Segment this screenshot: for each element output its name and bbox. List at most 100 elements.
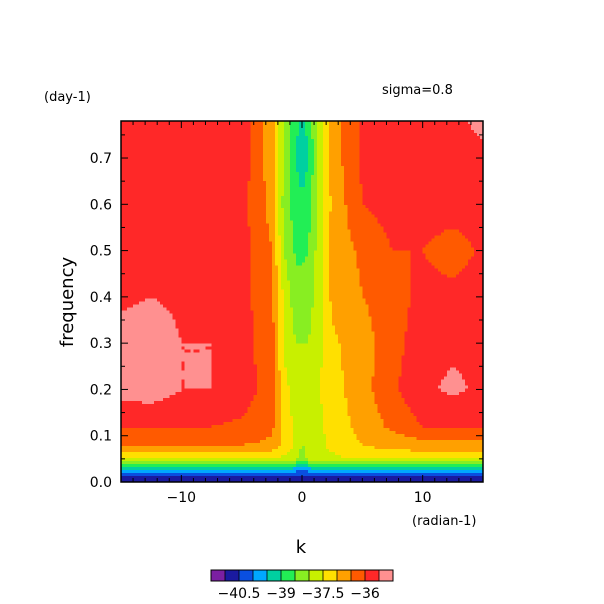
contour-cell (365, 208, 369, 212)
contour-cell (190, 169, 194, 173)
contour-cell (377, 136, 382, 140)
contour-cell (223, 211, 228, 215)
contour-cell (473, 199, 478, 203)
contour-cell (398, 151, 403, 155)
contour-cell (262, 169, 267, 173)
contour-cell (383, 202, 388, 206)
contour-cell (127, 199, 131, 203)
contour-cell (335, 175, 339, 179)
contour-cell (277, 157, 282, 161)
contour-cell (311, 184, 315, 188)
contour-cell (295, 217, 300, 221)
contour-cell (464, 163, 469, 167)
contour-cell (226, 136, 231, 140)
contour-cell (157, 196, 161, 200)
contour-cell (241, 184, 246, 188)
contour-cell (419, 208, 424, 212)
contour-cell (329, 130, 333, 134)
contour-cell (202, 148, 207, 152)
contour-cell (151, 157, 155, 161)
contour-cell (184, 154, 188, 158)
contour-cell (166, 214, 170, 218)
contour-cell (217, 208, 222, 212)
contour-cell (208, 136, 213, 140)
contour-cell (268, 178, 273, 182)
contour-cell (473, 157, 478, 161)
contour-cell (326, 142, 330, 146)
contour-cell (169, 202, 173, 206)
contour-cell (347, 184, 351, 188)
contour-cell (386, 133, 391, 137)
contour-cell (371, 121, 375, 125)
contour-cell (356, 172, 360, 176)
contour-cell (320, 163, 324, 167)
contour-cell (353, 130, 357, 134)
contour-cell (169, 220, 173, 224)
contour-cell (326, 193, 330, 197)
contour-cell (359, 199, 363, 203)
contour-cell (256, 148, 261, 152)
contour-cell (184, 136, 188, 140)
contour-cell (416, 139, 421, 143)
contour-cell (467, 139, 472, 143)
contour-cell (449, 205, 454, 209)
contour-cell (356, 157, 360, 161)
contour-cell (446, 214, 451, 218)
contour-cell (371, 151, 375, 155)
contour-cell (443, 148, 448, 152)
contour-cell (157, 124, 161, 128)
contour-cell (229, 130, 234, 134)
contour-cell (434, 214, 439, 218)
contour-cell (323, 142, 327, 146)
contour-cell (181, 121, 185, 125)
contour-cell (271, 163, 276, 167)
contour-cell (374, 187, 379, 191)
contour-cell (446, 190, 451, 194)
contour-cell (148, 205, 152, 209)
contour-cell (187, 145, 191, 149)
contour-cell (389, 175, 394, 179)
contour-cell (148, 193, 152, 197)
contour-cell (139, 133, 143, 137)
contour-cell (359, 133, 363, 137)
contour-cell (154, 211, 158, 215)
contour-cell (467, 196, 472, 200)
contour-cell (208, 169, 213, 173)
contour-cell (407, 178, 412, 182)
contour-cell (356, 145, 360, 149)
contour-cell (214, 202, 219, 206)
contour-cell (151, 175, 155, 179)
contour-cell (398, 136, 403, 140)
contour-cell (365, 124, 369, 128)
contour-cell (256, 172, 261, 176)
contour-cell (193, 208, 198, 212)
contour-cell (214, 169, 219, 173)
contour-cell (220, 142, 225, 146)
contour-cell (353, 220, 357, 224)
contour-cell (365, 151, 369, 155)
contour-cell (467, 157, 472, 161)
contour-cell (365, 181, 369, 185)
contour-cell (452, 160, 457, 164)
contour-cell (172, 133, 176, 137)
contour-cell (383, 205, 388, 209)
contour-cell (347, 163, 351, 167)
contour-cell (476, 148, 481, 152)
contour-cell (286, 190, 291, 194)
contour-cell (437, 121, 442, 125)
contour-cell (172, 196, 176, 200)
contour-cell (437, 187, 442, 191)
contour-cell (422, 190, 427, 194)
contour-cell (295, 196, 300, 200)
contour-cell (326, 163, 330, 167)
contour-cell (226, 121, 231, 125)
contour-cell (461, 136, 466, 140)
contour-cell (166, 208, 170, 212)
contour-cell (332, 157, 336, 161)
contour-cell (371, 181, 375, 185)
contour-cell (422, 184, 427, 188)
contour-cell (422, 160, 427, 164)
contour-cell (425, 166, 430, 170)
contour-cell (160, 127, 164, 131)
contour-cell (338, 145, 342, 149)
